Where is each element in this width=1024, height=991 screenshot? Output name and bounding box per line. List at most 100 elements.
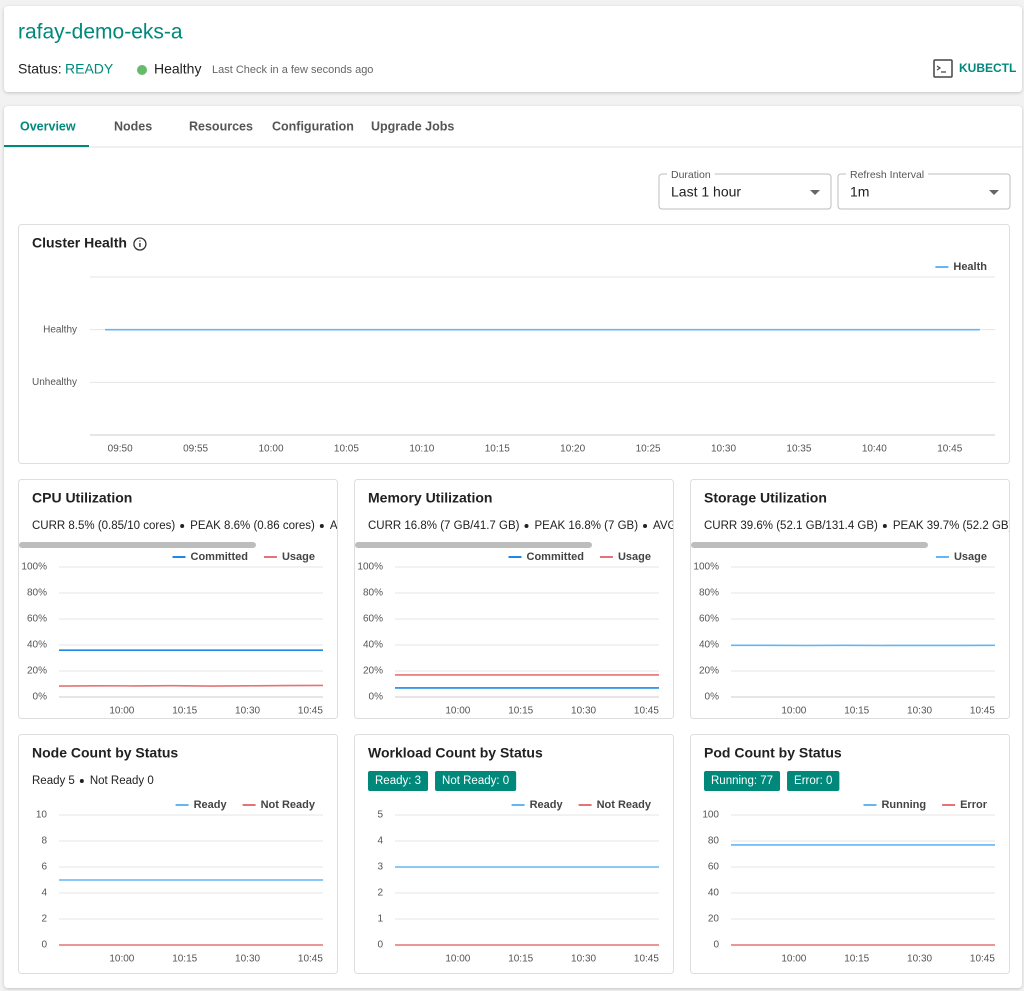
stat: CURR 16.8% (7 GB/41.7 GB) (368, 520, 520, 532)
y-tick-label: 100% (357, 562, 383, 573)
dropdown[interactable]: Refresh Interval 1m (837, 169, 1011, 210)
tab[interactable]: Overview (20, 119, 76, 133)
x-tick-label: 10:00 (109, 954, 134, 965)
stat: AV (330, 520, 345, 532)
legend-label: Error (960, 799, 988, 811)
panel-title: Workload Count by Status (368, 745, 543, 761)
x-tick-label: 10:00 (445, 706, 470, 717)
separator (79, 779, 84, 783)
y-tick-label: 5 (377, 810, 383, 821)
x-tick-label: 10:30 (235, 954, 260, 965)
legend-label: Usage (954, 551, 987, 563)
stat: AVG 1 (653, 520, 686, 532)
panel-content: Storage Utilization CURR 39.6% (52.1 GB/1… (691, 490, 1013, 717)
x-tick-label: 10:45 (937, 444, 962, 455)
y-tick-label: 40% (699, 640, 719, 651)
x-tick-label: 10:15 (844, 954, 869, 965)
badge (435, 771, 517, 791)
x-tick-label: 10:15 (508, 706, 533, 717)
y-tick-label: 20% (699, 666, 719, 677)
separator (882, 524, 887, 528)
x-tick-label: 09:50 (108, 444, 133, 455)
x-tick-label: 10:30 (571, 706, 596, 717)
panel-title: Storage Utilization (704, 490, 827, 506)
badge (704, 771, 781, 791)
stat: PEAK 39.7% (52.2 GB) (893, 520, 1013, 532)
health-text: Healthy (154, 61, 201, 77)
legend-label: Ready (530, 799, 564, 811)
dropdown-value: Last 1 hour (671, 184, 741, 200)
x-tick-label: 10:00 (445, 954, 470, 965)
stat: Not Ready 0 (90, 775, 154, 787)
tab[interactable]: Resources (189, 119, 253, 133)
y-tick-label: 20% (27, 666, 47, 677)
legend-label: Usage (282, 551, 315, 563)
y-tick-label: 80 (708, 836, 720, 847)
y-tick-label: 60% (27, 614, 47, 625)
legend-label: Committed (527, 551, 584, 563)
dropdown[interactable]: Duration Last 1 hour (658, 169, 832, 210)
health-dot (137, 65, 147, 75)
x-tick-label: 10:10 (409, 444, 434, 455)
y-tick-label: 60% (699, 614, 719, 625)
x-tick-label: 10:30 (907, 954, 932, 965)
y-tick-label: 0% (369, 692, 384, 703)
panel (18, 479, 338, 719)
tab-indicator (4, 145, 89, 147)
tab[interactable]: Nodes (114, 119, 152, 133)
y-tick-label: 40 (708, 888, 720, 899)
panel (354, 734, 674, 974)
legend-label: Not Ready (261, 799, 316, 811)
stat: CURR 8.5% (0.85/10 cores) (32, 520, 175, 532)
y-tick-label: Unhealthy (32, 377, 77, 388)
series-line (58, 684, 324, 687)
y-tick-label: 100% (21, 562, 47, 573)
y-tick-label: 0% (705, 692, 720, 703)
x-tick-label: 10:05 (334, 444, 359, 455)
dropdown-value: 1m (850, 184, 869, 200)
y-tick-label: 100 (702, 810, 719, 821)
kubectl-label[interactable]: KUBECTL (959, 61, 1016, 75)
x-tick-label: 10:00 (109, 706, 134, 717)
status-label: Status: (18, 61, 62, 77)
x-tick-label: 10:00 (781, 954, 806, 965)
x-tick-label: 10:20 (560, 444, 585, 455)
kubectl-button[interactable]: KUBECTL (933, 59, 1016, 78)
panel (690, 479, 1010, 719)
y-tick-label: 40% (27, 640, 47, 651)
dropdown-arrow (810, 190, 820, 195)
x-tick-label: 10:45 (970, 706, 995, 717)
panel (18, 224, 1010, 464)
tab[interactable]: Configuration (272, 119, 354, 133)
y-tick-label: 4 (41, 888, 47, 899)
x-tick-label: 10:00 (781, 706, 806, 717)
status-value: READY (65, 61, 114, 77)
label-gap (846, 170, 929, 178)
y-tick-label: 1 (377, 914, 383, 925)
scrollbar (691, 542, 928, 548)
x-tick-label: 10:45 (634, 706, 659, 717)
separator (319, 524, 324, 528)
stat: CURR 39.6% (52.1 GB/131.4 GB) (704, 520, 878, 532)
legend-label: Ready (194, 799, 228, 811)
x-tick-label: 10:30 (711, 444, 736, 455)
panel-title: Memory Utilization (368, 490, 492, 506)
badge-text: Not Ready: 0 (442, 775, 509, 787)
terminal-glyph (936, 65, 946, 73)
x-tick-label: 10:15 (508, 954, 533, 965)
stat: PEAK 8.6% (0.86 cores) (190, 520, 315, 532)
panel-title: Node Count by Status (32, 745, 178, 761)
legend-label: Health (953, 261, 987, 273)
x-tick-label: 10:45 (298, 706, 323, 717)
x-tick-label: 10:00 (258, 444, 283, 455)
tab[interactable]: Upgrade Jobs (371, 119, 454, 133)
panel (690, 734, 1010, 974)
tabs: Overview Nodes Resources Configuration Upgra… (20, 119, 454, 133)
panel-content: Pod Count by Status Running: 77 Error: 0 Er… (702, 745, 995, 965)
filters: Duration Last 1 hour Refresh Interval 1m (658, 169, 1011, 210)
y-tick-label: 20 (708, 914, 720, 925)
x-tick-label: 10:15 (844, 706, 869, 717)
x-tick-label: 10:15 (172, 954, 197, 965)
panel-content: Cluster Health Health Healthy Unhealthy 09:5… (32, 235, 995, 455)
y-tick-label: 80% (699, 588, 719, 599)
